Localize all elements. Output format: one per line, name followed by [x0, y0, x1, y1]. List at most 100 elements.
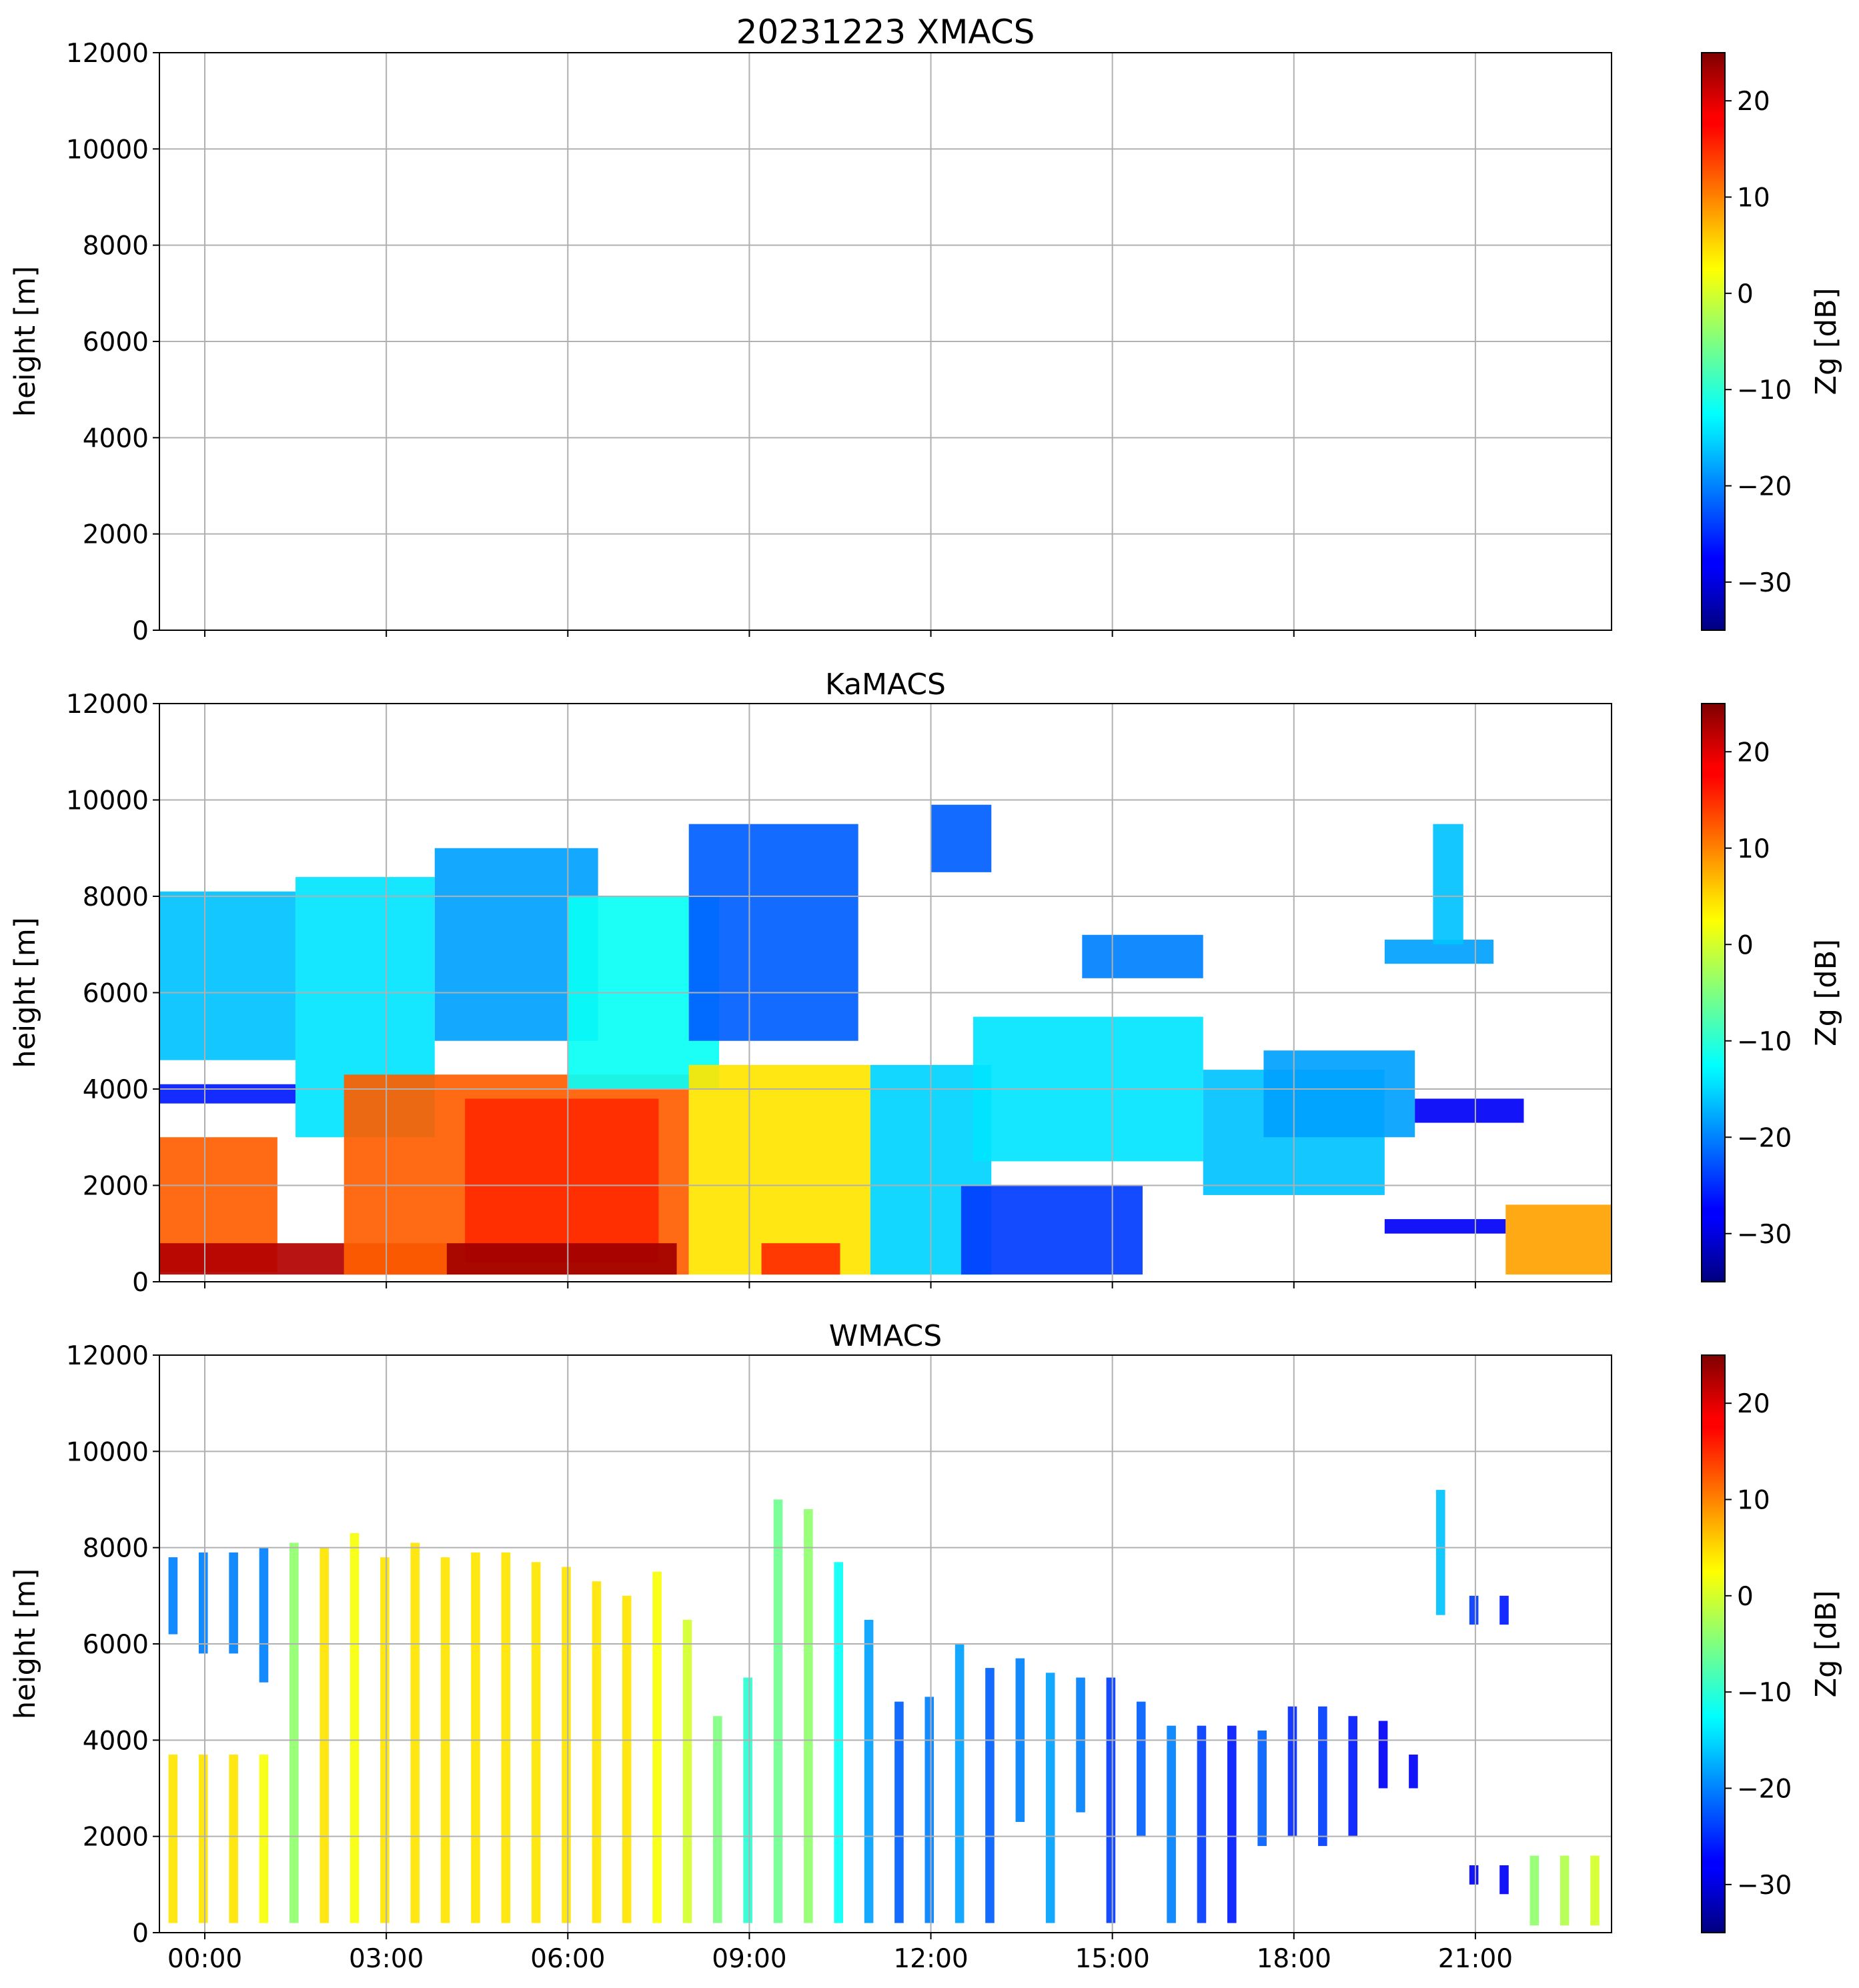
echo-cell [159, 1084, 296, 1104]
echo-cell [1318, 1706, 1327, 1847]
y-tick-label: 8000 [83, 1534, 149, 1564]
colorbar-label: Zg [dB] [1810, 288, 1843, 395]
echo-cell [1415, 1098, 1524, 1123]
echo-cell [1384, 1219, 1506, 1234]
y-tick-label: 0 [132, 1919, 149, 1949]
panel-title: WMACS [829, 1319, 942, 1353]
colorbar-tick-label: −30 [1737, 568, 1792, 598]
y-axis-label: height [m] [9, 1569, 42, 1719]
colorbar-tick-label: −10 [1737, 1678, 1792, 1708]
echo-cell [471, 1552, 480, 1923]
echo-cell [688, 1064, 870, 1275]
y-tick-label: 6000 [83, 1630, 149, 1660]
colorbar-tick-label: −20 [1737, 472, 1792, 502]
echo-cell [1409, 1754, 1418, 1789]
y-tick-label: 4000 [83, 423, 149, 453]
echo-cell [1106, 1677, 1116, 1923]
y-tick-label: 8000 [83, 882, 149, 912]
colorbar-tick-label: 10 [1737, 1486, 1770, 1516]
echo-cell [931, 804, 992, 872]
echo-cell [688, 824, 858, 1041]
echo-cell [168, 1557, 178, 1635]
echo-cell [652, 1571, 662, 1923]
echo-cell [1499, 1865, 1509, 1895]
echo-cell [761, 1243, 840, 1275]
echo-layer [168, 1490, 1600, 1926]
echo-cell [198, 1754, 208, 1923]
echo-cell [229, 1552, 238, 1654]
echo-cell [712, 1716, 722, 1923]
echo-cell [1505, 1204, 1612, 1275]
echo-cell [592, 1581, 602, 1923]
colorbar-tick-label: −20 [1737, 1123, 1792, 1153]
y-axis-label: height [m] [9, 917, 42, 1068]
colorbar-tick-label: 0 [1737, 279, 1754, 309]
colorbar [1701, 52, 1726, 631]
colorbar-tick-label: 20 [1737, 1389, 1770, 1419]
panel-1: 0 2000 4000 6000 8000 10000 12000 KaMACS height … [9, 668, 1843, 1298]
echo-cell [864, 1619, 874, 1923]
echo-cell [1469, 1595, 1479, 1625]
colorbar-tick-label: −30 [1737, 1220, 1792, 1250]
echo-cell [259, 1547, 269, 1683]
panel-2: 0 2000 4000 6000 8000 10000 12000 00:00 03:00 06:… [9, 1319, 1843, 1974]
echo-cell [1227, 1725, 1237, 1923]
echo-cell [1287, 1706, 1297, 1837]
y-tick-label: 6000 [83, 327, 149, 357]
x-tick-label: 18:00 [1257, 1944, 1331, 1974]
echo-cell [1590, 1855, 1600, 1926]
colorbar-tick-label: 20 [1737, 87, 1770, 117]
x-tick-label: 12:00 [893, 1944, 968, 1974]
echo-cell [531, 1562, 541, 1923]
colorbar-label: Zg [dB] [1810, 1591, 1843, 1698]
y-tick-label: 4000 [83, 1726, 149, 1756]
echo-cell [622, 1595, 632, 1923]
echo-cell [446, 1243, 677, 1275]
panel-title: 20231223 XMACS [736, 13, 1035, 51]
echo-cell [1257, 1730, 1267, 1847]
colorbar-tick-label: −10 [1737, 1027, 1792, 1057]
echo-cell [1529, 1855, 1539, 1926]
y-tick-label: 2000 [83, 1172, 149, 1202]
echo-cell [682, 1619, 692, 1923]
echo-cell [320, 1547, 329, 1923]
y-tick-label: 12000 [66, 39, 149, 69]
x-tick-label: 09:00 [712, 1944, 786, 1974]
y-tick-label: 10000 [66, 786, 149, 816]
colorbar-tick-label: −30 [1737, 1871, 1792, 1901]
echo-cell [924, 1697, 935, 1923]
echo-cell [168, 1754, 178, 1923]
echo-cell [1082, 934, 1203, 978]
echo-cell [985, 1668, 995, 1923]
echo-cell [465, 1098, 659, 1263]
echo-cell [289, 1543, 299, 1923]
echo-cell [1167, 1725, 1176, 1923]
echo-cell [743, 1677, 752, 1923]
y-tick-label: 4000 [83, 1075, 149, 1105]
colorbar-label: Zg [dB] [1810, 939, 1843, 1046]
y-tick-label: 0 [132, 616, 149, 646]
echo-cell [894, 1701, 904, 1923]
echo-cell [1076, 1677, 1085, 1813]
colorbar-tick-label: −10 [1737, 375, 1792, 405]
echo-cell [1560, 1855, 1570, 1926]
echo-cell [804, 1509, 813, 1923]
colorbar-tick-label: 10 [1737, 834, 1770, 864]
y-tick-label: 8000 [83, 231, 149, 261]
echo-cell [1433, 824, 1463, 945]
echo-cell [501, 1552, 511, 1923]
echo-cell [1348, 1716, 1358, 1837]
echo-cell [1136, 1701, 1146, 1837]
y-tick-label: 12000 [66, 1341, 149, 1371]
y-tick-label: 10000 [66, 135, 149, 165]
echo-cell [773, 1499, 783, 1923]
colorbar [1701, 703, 1726, 1282]
echo-cell [350, 1533, 360, 1923]
echo-cell [961, 1185, 1143, 1275]
x-tick-label: 21:00 [1438, 1944, 1513, 1974]
echo-cell [259, 1754, 269, 1923]
echo-cell [1435, 1490, 1445, 1615]
y-axis-label: height [m] [9, 266, 42, 417]
echo-cell [1469, 1865, 1479, 1885]
